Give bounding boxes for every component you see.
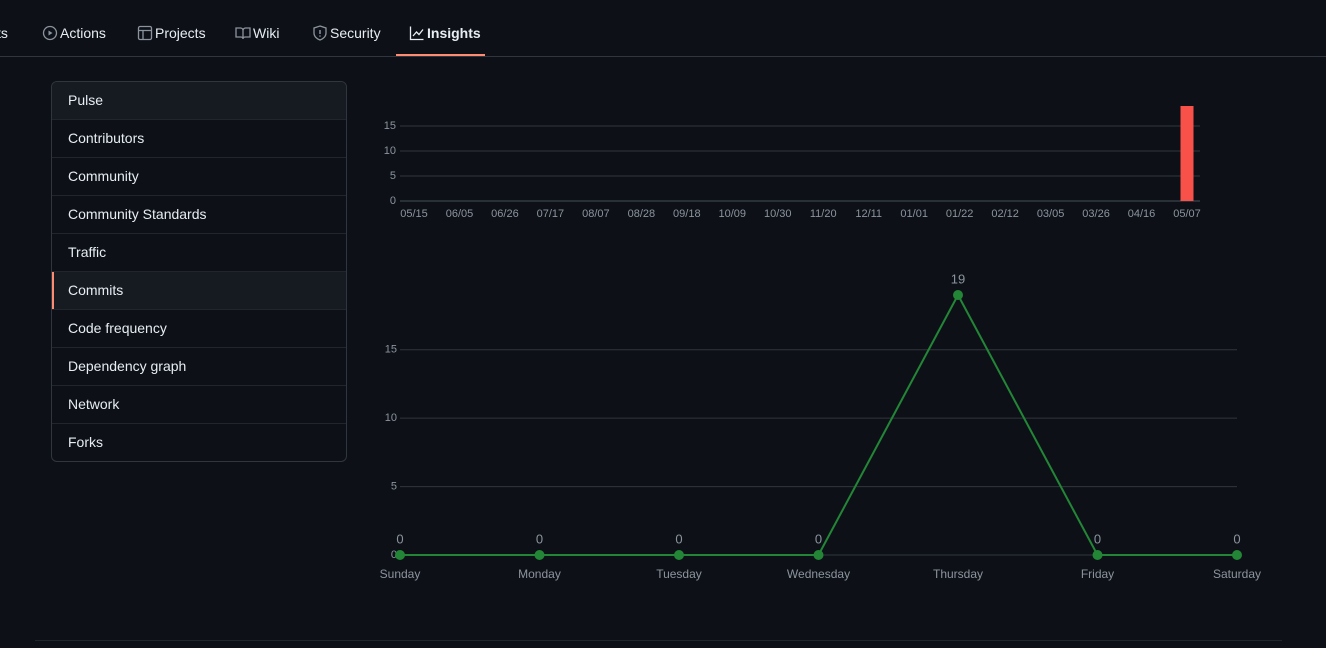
- x-tick-label: 10/30: [764, 208, 792, 220]
- point: [1232, 550, 1242, 560]
- x-tick-label: 05/15: [400, 208, 428, 220]
- data-label: 0: [815, 531, 822, 546]
- y-tick-label: 0: [390, 195, 396, 207]
- nav-tab[interactable]: Security: [313, 24, 381, 42]
- footer-divider: [35, 640, 1282, 641]
- x-tick-label: Thursday: [933, 567, 983, 581]
- data-label: 0: [1233, 531, 1240, 546]
- tab-label: Security: [330, 25, 381, 41]
- data-label: 0: [396, 531, 403, 546]
- data-label: 0: [675, 531, 682, 546]
- nav-tab[interactable]: Actions: [42, 24, 106, 42]
- commit-line: [400, 292, 1237, 556]
- sidebar-item[interactable]: Commits: [52, 271, 346, 309]
- x-tick-label: 08/28: [628, 208, 656, 220]
- x-tick-label: 10/09: [719, 208, 747, 220]
- y-tick-label: 10: [384, 145, 396, 157]
- tab-label: Insights: [427, 25, 481, 41]
- tab-label: Wiki: [253, 25, 280, 41]
- sidebar-item[interactable]: Contributors: [52, 119, 346, 157]
- x-tick-label: Wednesday: [787, 567, 850, 581]
- y-tick-label: 10: [385, 412, 397, 424]
- sidebar-item[interactable]: Traffic: [52, 233, 346, 271]
- x-tick-label: 03/05: [1037, 208, 1065, 220]
- y-tick-label: 5: [391, 480, 397, 492]
- data-label: 19: [951, 271, 965, 286]
- x-tick-label: 11/20: [810, 208, 837, 220]
- x-tick-label: Monday: [518, 567, 561, 581]
- nav-tab[interactable]: Insights: [409, 24, 481, 42]
- x-tick-label: 09/18: [673, 208, 701, 220]
- data-label: 0: [536, 531, 543, 546]
- sidebar-item[interactable]: Forks: [52, 423, 346, 461]
- tab-label: Projects: [155, 25, 206, 41]
- x-tick-label: Saturday: [1213, 567, 1261, 581]
- point: [674, 550, 684, 560]
- x-tick-label: Friday: [1081, 567, 1114, 581]
- sidebar-item[interactable]: Network: [52, 385, 346, 423]
- nav-tab[interactable]: ts: [0, 25, 8, 41]
- nav-tab[interactable]: Projects: [137, 24, 206, 42]
- x-tick-label: Tuesday: [656, 567, 702, 581]
- point: [534, 550, 545, 560]
- point: [1092, 550, 1103, 560]
- x-tick-label: 08/07: [582, 208, 610, 220]
- bar: [1180, 106, 1194, 201]
- x-tick-label: 12/11: [855, 208, 882, 220]
- x-tick-label: 03/26: [1082, 208, 1110, 220]
- x-tick-label: 07/17: [537, 208, 565, 220]
- sidebar-item[interactable]: Community Standards: [52, 195, 346, 233]
- sidebar-item[interactable]: Dependency graph: [52, 347, 346, 385]
- y-tick-label: 5: [390, 170, 396, 182]
- x-tick-label: 01/01: [900, 208, 928, 220]
- data-label: 0: [1094, 531, 1101, 546]
- point: [953, 290, 963, 300]
- sidebar-item[interactable]: Community: [52, 157, 346, 195]
- x-tick-label: 02/12: [991, 208, 1019, 220]
- icon: [42, 25, 58, 41]
- y-tick-label: 15: [385, 344, 397, 356]
- icon: [235, 27, 251, 40]
- nav-tab[interactable]: Wiki: [235, 24, 280, 42]
- point: [395, 550, 405, 560]
- icon: [409, 26, 424, 41]
- y-tick-label: 15: [384, 120, 396, 132]
- repo-nav: ts Actions Projects Wiki Security Insigh…: [0, 0, 1326, 57]
- x-tick-label: Sunday: [380, 567, 421, 581]
- x-tick-label: 01/22: [946, 208, 974, 220]
- selected-tab-underline: [396, 54, 485, 56]
- x-tick-label: 06/26: [491, 208, 519, 220]
- sidebar-item[interactable]: Pulse: [52, 82, 346, 119]
- x-tick-label: 05/07: [1173, 208, 1201, 220]
- x-tick-label: 04/16: [1128, 208, 1156, 220]
- icon: [313, 25, 327, 41]
- y-tick-label: 0: [391, 549, 397, 561]
- insights-sidebar: Pulse Contributors Community Community Stan…: [51, 81, 347, 462]
- tab-label: Actions: [60, 25, 106, 41]
- sidebar-item[interactable]: Code frequency: [52, 309, 346, 347]
- icon: [137, 25, 153, 41]
- point: [813, 550, 824, 560]
- x-tick-label: 06/05: [446, 208, 474, 220]
